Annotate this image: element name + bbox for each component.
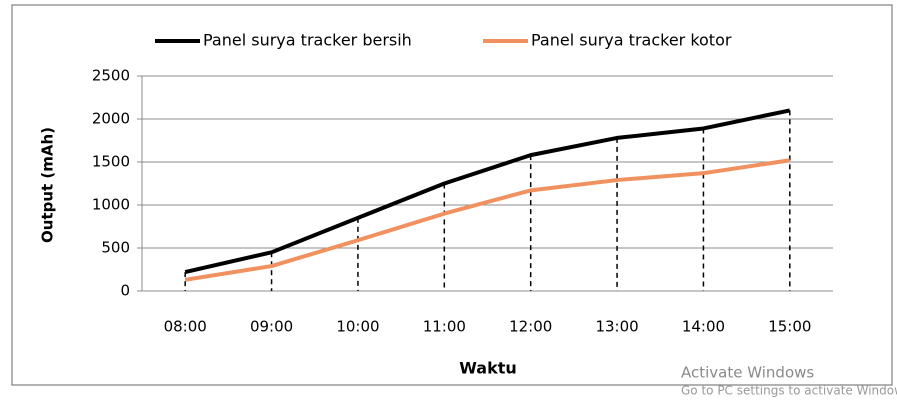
x-tick-label: 14:00 — [682, 318, 725, 336]
chart-border — [11, 4, 893, 386]
y-tick-label: 500 — [101, 239, 130, 257]
y-tick-label: 1000 — [92, 196, 130, 214]
series-line — [184, 158, 791, 282]
watermark-subtitle: Go to PC settings to activate Windows — [681, 384, 897, 398]
watermark-title: Activate Windows — [681, 364, 814, 382]
y-axis-label: Output (mAh) — [39, 127, 57, 243]
x-tick-label: 12:00 — [509, 318, 552, 336]
y-tick-label: 2000 — [92, 110, 130, 128]
x-tick-label: 09:00 — [250, 318, 293, 336]
x-tick-label: 15:00 — [768, 318, 811, 336]
series-line — [184, 108, 791, 275]
legend-label: Panel surya tracker bersih — [203, 31, 412, 50]
x-tick-label: 10:00 — [336, 318, 379, 336]
x-tick-label: 13:00 — [595, 318, 638, 336]
x-axis-label: Waktu — [459, 359, 517, 378]
y-tick-label: 1500 — [92, 153, 130, 171]
y-tick-label: 0 — [120, 282, 130, 300]
x-tick-label: 08:00 — [164, 318, 207, 336]
legend-label: Panel surya tracker kotor — [531, 31, 732, 50]
x-tick-label: 11:00 — [423, 318, 466, 336]
y-tick-label: 2500 — [92, 67, 130, 85]
